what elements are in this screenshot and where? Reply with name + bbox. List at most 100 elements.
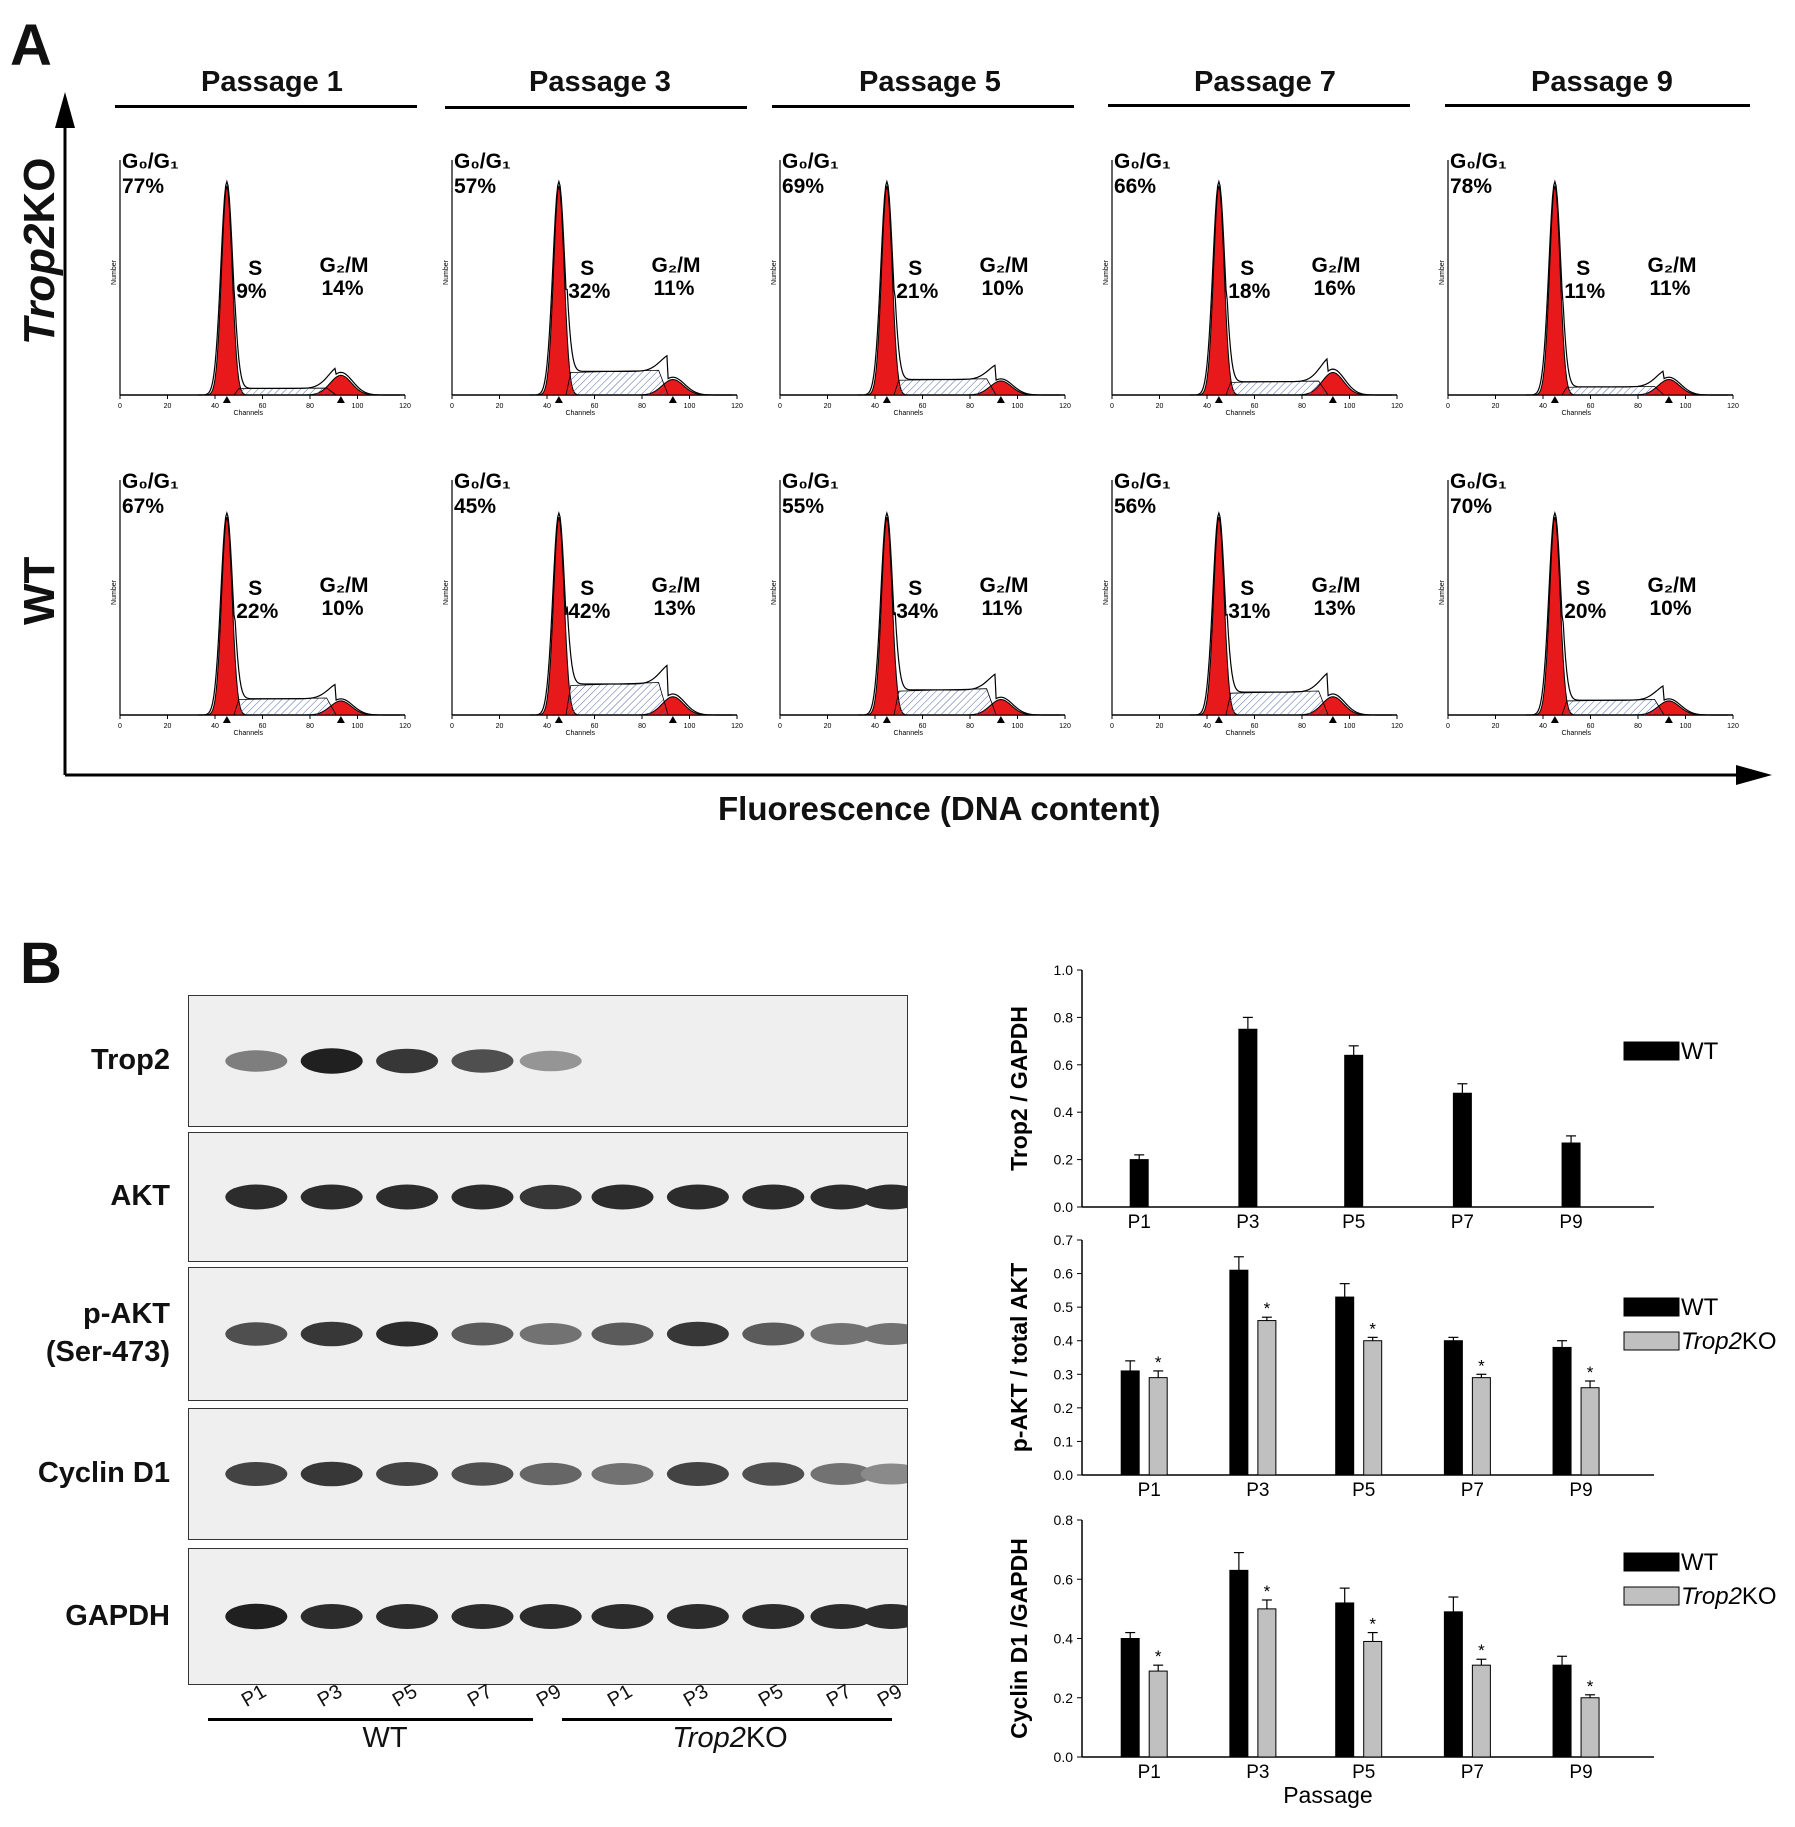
peak-marker [882, 396, 891, 403]
blot-band [860, 1604, 907, 1629]
significance-star: * [1264, 1582, 1271, 1601]
s-percent: 20% [1564, 600, 1606, 623]
bar-category-label: P7 [1461, 1762, 1484, 1783]
hist-x-tick-label: 80 [638, 403, 646, 410]
g2m-percent: 10% [1650, 597, 1692, 620]
hist-x-label: Channels [565, 410, 595, 417]
hist-x-tick-label: 20 [1156, 403, 1164, 410]
histogram-trop2ko-p9: 0 20 40 60 80 100 120ChannelsNumberG₀/G₁78%S11… [1439, 150, 1739, 417]
hist-x-tick-label: 100 [684, 723, 696, 730]
s-phase-area [893, 688, 997, 716]
blot-band [300, 1184, 363, 1210]
bar-category-label: P3 [1246, 1480, 1269, 1501]
hist-x-tick-label: 60 [1587, 403, 1595, 410]
peak-marker [222, 716, 231, 723]
g0g1-label: G₀/G₁ [454, 470, 511, 493]
blot-band [451, 1322, 514, 1346]
hist-x-tick-label: 20 [496, 403, 504, 410]
hist-x-label: Channels [893, 730, 923, 737]
blot-bands-4 [225, 1603, 907, 1630]
g0g1-percent: 69% [782, 175, 824, 198]
g0g1-percent: 56% [1114, 495, 1156, 518]
blot-band [300, 1048, 363, 1074]
peak-marker [554, 396, 563, 403]
group-line-wt [208, 1718, 533, 1721]
blot-band [519, 1184, 582, 1210]
g2m-percent: 10% [982, 277, 1024, 300]
lane-label: P3 [679, 1680, 712, 1712]
hist-x-tick-label: 60 [591, 403, 599, 410]
blot-band [225, 1322, 288, 1346]
s-percent: 21% [896, 280, 938, 303]
hist-x-tick-label: 40 [1539, 723, 1547, 730]
hist-x-tick-label: 40 [543, 723, 551, 730]
histogram-envelope [1189, 179, 1393, 396]
blot-band [666, 1321, 729, 1347]
significance-star: * [1155, 1647, 1162, 1666]
blot-label-4: GAPDH [65, 1599, 170, 1632]
blot-band [591, 1184, 654, 1210]
blot-membrane-1 [188, 1132, 908, 1262]
g0g1-label: G₀/G₁ [1114, 470, 1171, 493]
hist-x-tick-label: 40 [871, 403, 879, 410]
s-percent: 31% [1228, 600, 1270, 623]
hist-x-tick-label: 60 [259, 403, 267, 410]
hist-x-tick-label: 60 [919, 723, 927, 730]
group-label-ko: Trop2KO [672, 1722, 788, 1754]
s-phase-area [1561, 699, 1665, 716]
significance-star: * [1155, 1353, 1162, 1372]
g0g1-percent: 67% [122, 495, 164, 518]
hist-x-tick-label: 40 [211, 403, 219, 410]
significance-star: * [1587, 1363, 1594, 1382]
bar-wt [1552, 1346, 1572, 1476]
hist-x-tick-label: 100 [1012, 723, 1024, 730]
bar-y-tick-label: 0.0 [1054, 1199, 1074, 1215]
s-phase-area [1561, 386, 1666, 396]
legend-label-wt: WT [1681, 1294, 1719, 1321]
hist-y-label: Number [1439, 579, 1446, 605]
hist-x-tick-label: 20 [1492, 723, 1500, 730]
blot-band [225, 1184, 288, 1210]
hist-x-tick-label: 120 [1059, 403, 1071, 410]
bar-y-tick-label: 0.4 [1054, 1631, 1074, 1647]
histogram-envelope [857, 510, 1061, 716]
hist-x-tick-label: 80 [1298, 723, 1306, 730]
passage-underline-3 [445, 106, 747, 109]
bar-wt [1120, 1638, 1140, 1758]
g2m-label: G₂/M [1648, 254, 1697, 277]
blot-band [300, 1604, 363, 1629]
peak-marker [996, 396, 1005, 403]
row-label-wt: WT [15, 556, 64, 625]
legend-swatch-wt [1623, 1552, 1680, 1572]
hist-x-tick-label: 40 [1203, 403, 1211, 410]
g0g1-label: G₀/G₁ [1450, 150, 1507, 173]
x-axis-arrow [1736, 765, 1772, 785]
s-label: S [580, 257, 594, 280]
g0g1-percent: 55% [782, 495, 824, 518]
hist-y-label: Number [111, 579, 118, 605]
passage-underline-5 [772, 105, 1074, 108]
peak-marker [996, 716, 1005, 723]
significance-star: * [1478, 1641, 1485, 1660]
bar-y-tick-label: 0.2 [1054, 1400, 1074, 1416]
s-percent: 11% [1564, 280, 1605, 303]
g2m-label: G₂/M [652, 574, 701, 597]
g2m-percent: 11% [1650, 277, 1691, 300]
peak-marker [1214, 396, 1223, 403]
lane-label: P1 [238, 1680, 271, 1712]
bar-x-label: Passage [1283, 1782, 1373, 1808]
blot-band [666, 1604, 729, 1629]
blot-band [451, 1462, 514, 1486]
s-label: S [1576, 257, 1590, 280]
blot-band [519, 1604, 582, 1629]
bar-y-tick-label: 0.6 [1054, 1057, 1074, 1073]
hist-x-tick-label: 60 [1251, 723, 1259, 730]
histogram-envelope [529, 510, 733, 716]
hist-x-tick-label: 60 [259, 723, 267, 730]
hist-y-label: Number [111, 259, 118, 285]
hist-x-tick-label: 0 [778, 723, 782, 730]
g0g1-percent: 66% [1114, 175, 1156, 198]
